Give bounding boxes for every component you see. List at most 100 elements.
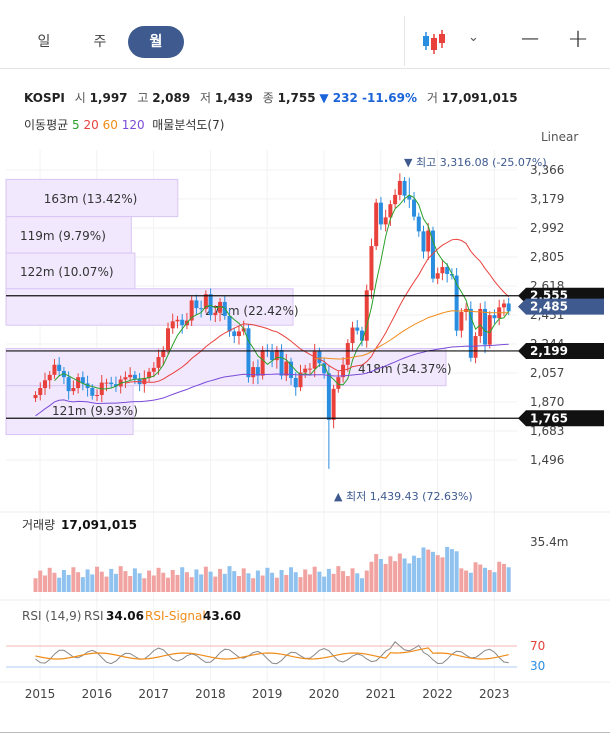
volume-bar: [364, 570, 369, 592]
x-tick-label: 2017: [138, 687, 169, 701]
price-tag-label: 2,199: [530, 344, 568, 358]
candle: [222, 301, 227, 316]
candle: [76, 377, 81, 389]
volume-bar: [284, 574, 289, 592]
candle: [402, 180, 407, 196]
volume-bar: [449, 549, 454, 592]
volume-bar: [355, 573, 360, 592]
candle: [208, 294, 213, 316]
volume-title: 거래량: [22, 518, 55, 532]
candle: [426, 230, 431, 252]
candle: [189, 300, 194, 321]
volume-bar: [393, 561, 398, 592]
candle: [170, 321, 175, 329]
volume-bar: [421, 547, 426, 592]
volume-bar: [322, 576, 327, 592]
ma20-label: 20: [83, 118, 99, 132]
rsi-level-30: 30: [530, 659, 545, 673]
volume-bar: [147, 570, 152, 592]
candle: [331, 388, 336, 420]
candle: [293, 377, 298, 388]
volume-bar: [478, 564, 483, 592]
volume-bar: [33, 578, 38, 592]
volume-bar: [260, 575, 265, 592]
volume-bar: [473, 562, 478, 592]
volume-bar: [407, 563, 412, 592]
volume-bar: [47, 567, 52, 592]
candle: [199, 308, 204, 310]
candle: [142, 377, 147, 385]
volume-profile-bar: [5, 385, 134, 436]
candle: [307, 368, 312, 370]
volume-bar: [156, 567, 161, 592]
y-tick-label: 1,683: [530, 424, 564, 438]
candle: [359, 330, 364, 341]
close-value: 1,755: [277, 91, 316, 105]
rsi-name: RSI: [84, 609, 104, 623]
candle: [213, 312, 218, 316]
candle: [95, 395, 100, 397]
candle: [364, 290, 369, 341]
volume-bar: [402, 558, 407, 592]
high-value: 2,089: [152, 91, 191, 105]
volume-bar: [236, 576, 241, 592]
tab-week[interactable]: 주: [93, 34, 107, 50]
volume-bar: [369, 561, 374, 592]
candle: [113, 384, 118, 387]
volume-label: 거: [426, 91, 438, 105]
candle: [289, 361, 294, 378]
volume-bar: [52, 572, 57, 592]
volume-bar: [345, 576, 350, 592]
candle: [151, 367, 156, 372]
volume-axis-label: 35.4m: [530, 535, 568, 549]
high-label: 고: [137, 91, 149, 105]
volume-bar: [483, 567, 488, 592]
volume-profile-label: 119m (9.79%): [20, 229, 106, 243]
zoom-out-button[interactable]: −: [519, 24, 541, 54]
candle: [104, 382, 109, 384]
tab-month[interactable]: 월: [128, 26, 184, 58]
zoom-in-button[interactable]: +: [567, 24, 589, 54]
volume-bar: [426, 549, 431, 592]
candle: [156, 357, 161, 368]
candle: [374, 202, 379, 247]
candle: [175, 319, 180, 322]
y-tick-label: 1,496: [530, 453, 564, 467]
volume-bar: [241, 568, 246, 592]
toolbar-divider: [404, 16, 405, 66]
candle: [412, 199, 417, 217]
volume-bar: [128, 576, 133, 592]
candle: [71, 388, 76, 392]
volume-bar: [312, 566, 317, 592]
moving-average-legend[interactable]: 이동평균 5 20 60 120 매물분석도(7): [24, 116, 224, 133]
price-tag: [518, 342, 604, 359]
volume-bar: [326, 568, 331, 592]
candle: [279, 350, 284, 376]
rsi-signal-name: RSI-Signal: [145, 609, 206, 623]
volume-bar: [109, 568, 114, 592]
candle: [435, 273, 440, 279]
volume-bar: [80, 577, 85, 592]
volume-bar: [270, 572, 275, 592]
candle: [483, 308, 488, 345]
chart-type-selector[interactable]: ⌄: [420, 28, 490, 56]
candle: [506, 303, 511, 312]
tab-day[interactable]: 일: [37, 34, 51, 50]
low-value: 1,439: [214, 91, 253, 105]
y-tick-label: 2,992: [530, 221, 564, 235]
ma-label: 이동평균: [24, 118, 69, 132]
candle: [274, 350, 279, 361]
candle: [501, 303, 506, 308]
candle: [298, 372, 303, 388]
candle: [132, 374, 137, 379]
volume-bar: [497, 561, 502, 592]
scale-mode-toggle[interactable]: Linear: [541, 130, 579, 144]
y-tick-label: 1,870: [530, 395, 564, 409]
volume-profile-bar: [5, 252, 136, 290]
y-tick-label: 2,805: [530, 250, 564, 264]
x-tick-label: 2015: [25, 687, 56, 701]
rsi-signal-value: 43.60: [203, 609, 241, 623]
candle: [440, 267, 445, 274]
y-tick-label: 3,179: [530, 192, 564, 206]
